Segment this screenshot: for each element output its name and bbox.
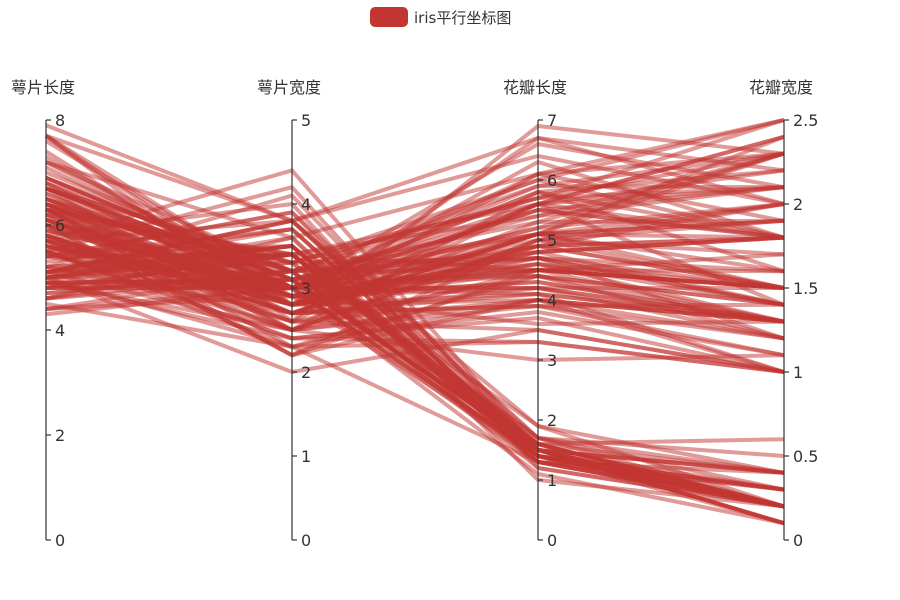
tick-label: 0 [301, 531, 311, 550]
series-line [45, 249, 785, 374]
tick-label: 7 [547, 111, 557, 130]
axes: 萼片长度 0 2 4 6 8 萼片宽度 0 1 2 3 4 5 花瓣长度 0 1 2 3 4 5 6 7 花瓣宽度 0 0.5 1… [11, 78, 818, 550]
axis-2[interactable]: 萼片宽度 0 1 2 3 4 5 [257, 78, 321, 550]
tick-label: 4 [55, 321, 65, 340]
tick-label: 0 [55, 531, 65, 550]
series-line [45, 151, 785, 257]
series-line [45, 228, 785, 290]
axis-1[interactable]: 萼片长度 0 2 4 6 8 [11, 78, 75, 550]
tick-label: 1 [793, 363, 803, 382]
tick-label: 2 [547, 411, 557, 430]
tick-label: 1 [301, 447, 311, 466]
tick-label: 1 [547, 471, 557, 490]
tick-label: 0 [547, 531, 557, 550]
tick-label: 0 [793, 531, 803, 550]
axis-name: 花瓣长度 [503, 78, 567, 97]
tick-label: 0.5 [793, 447, 818, 466]
tick-label: 1.5 [793, 279, 818, 298]
series-line [45, 223, 785, 290]
tick-label: 2 [301, 363, 311, 382]
axis-name: 萼片长度 [11, 78, 75, 97]
tick-label: 4 [301, 195, 311, 214]
legend-label[interactable]: iris平行坐标图 [414, 8, 512, 27]
tick-label: 8 [55, 111, 65, 130]
tick-label: 2.5 [793, 111, 818, 130]
series-line [45, 218, 785, 316]
series-line [45, 118, 785, 265]
tick-label: 6 [547, 171, 557, 190]
legend-swatch[interactable] [370, 7, 408, 27]
series-lines [44, 118, 785, 526]
series-line [45, 270, 785, 362]
tick-label: 5 [547, 231, 557, 250]
tick-label: 6 [55, 216, 65, 235]
tick-label: 2 [793, 195, 803, 214]
tick-label: 3 [547, 351, 557, 370]
series-line [45, 223, 785, 358]
series-line [45, 196, 785, 290]
series-line [45, 168, 785, 307]
series-line [45, 123, 785, 223]
axis-name: 萼片宽度 [257, 78, 321, 97]
tick-label: 3 [301, 279, 311, 298]
axis-4[interactable]: 花瓣宽度 0 0.5 1 1.5 2 2.5 [749, 78, 818, 550]
tick-label: 5 [301, 111, 311, 130]
tick-label: 4 [547, 291, 557, 310]
series-line [45, 118, 785, 240]
series-line [45, 160, 785, 274]
axis-name: 花瓣宽度 [749, 78, 813, 97]
tick-label: 2 [55, 426, 65, 445]
series-line [45, 207, 785, 332]
series-line [45, 133, 785, 223]
axis-3[interactable]: 花瓣长度 0 1 2 3 4 5 6 7 [503, 78, 567, 550]
legend[interactable]: iris平行坐标图 [370, 6, 511, 28]
